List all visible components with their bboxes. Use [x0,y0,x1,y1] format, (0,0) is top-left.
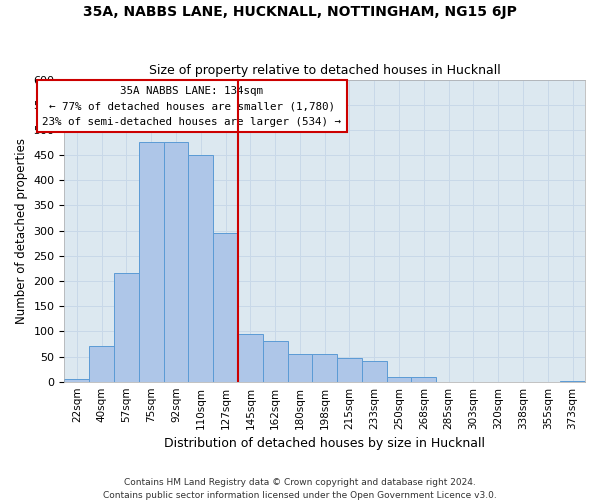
Bar [64,379,89,382]
Bar [188,155,213,382]
Bar [238,334,263,382]
Bar [263,342,287,382]
Bar [313,354,337,382]
Bar [287,354,313,382]
Bar [560,380,585,382]
Bar [164,142,188,382]
Bar [337,358,362,382]
X-axis label: Distribution of detached houses by size in Hucknall: Distribution of detached houses by size … [164,437,485,450]
Text: 35A NABBS LANE: 134sqm
← 77% of detached houses are smaller (1,780)
23% of semi-: 35A NABBS LANE: 134sqm ← 77% of detached… [43,86,341,127]
Bar [386,376,412,382]
Text: 35A, NABBS LANE, HUCKNALL, NOTTINGHAM, NG15 6JP: 35A, NABBS LANE, HUCKNALL, NOTTINGHAM, N… [83,5,517,19]
Bar [362,360,386,382]
Bar [89,346,114,382]
Y-axis label: Number of detached properties: Number of detached properties [15,138,28,324]
Bar [213,233,238,382]
Bar [412,376,436,382]
Bar [114,274,139,382]
Text: Contains HM Land Registry data © Crown copyright and database right 2024.
Contai: Contains HM Land Registry data © Crown c… [103,478,497,500]
Bar [139,142,164,382]
Title: Size of property relative to detached houses in Hucknall: Size of property relative to detached ho… [149,64,500,77]
